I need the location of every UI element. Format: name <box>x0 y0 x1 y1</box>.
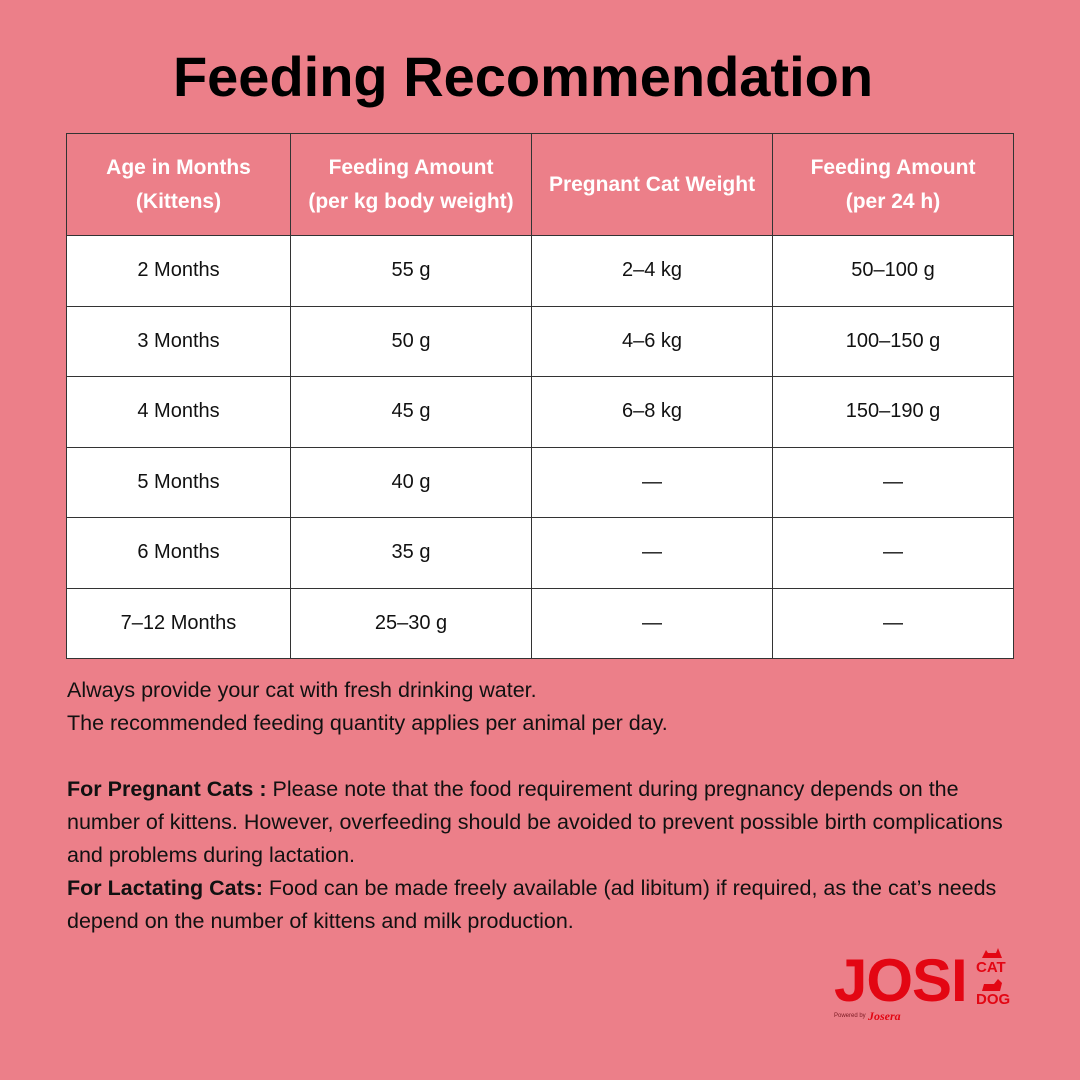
note-line: Always provide your cat with fresh drink… <box>67 678 537 702</box>
table-cell: 100–150 g <box>772 305 1014 377</box>
table-cell: 50–100 g <box>772 235 1014 307</box>
cat-icon <box>982 948 1002 958</box>
table-cell: 3 Months <box>66 305 291 377</box>
header-text: (per 24 h) <box>845 189 941 213</box>
table-cell: 5 Months <box>66 446 291 518</box>
table-cell: 45 g <box>290 376 532 448</box>
table-cell: 6 Months <box>66 517 291 589</box>
note-label: For Lactating Cats: <box>67 876 263 900</box>
note-pregnant: For Pregnant Cats : Please note that the… <box>67 773 1017 872</box>
table-cell: 150–190 g <box>772 376 1014 448</box>
title: Feeding Recommendation <box>172 45 874 108</box>
logo: JOSI CAT DOG Powered by Josera <box>834 945 1014 1025</box>
table: Age in Months (Kittens) Feeding Amount (per… <box>66 133 1014 659</box>
header-text: Age in Months <box>106 155 251 179</box>
note-lactating: For Lactating Cats: Food can be made fre… <box>67 872 1017 938</box>
note-line: The recommended feeding quantity applies… <box>67 711 668 735</box>
header-text: Feeding Amount <box>810 155 976 179</box>
logo-maker: Josera <box>868 1009 901 1023</box>
logo-brand: JOSI <box>834 947 968 1014</box>
logo-dog: DOG <box>976 991 1011 1008</box>
header-cell: Age in Months (Kittens) <box>66 133 291 236</box>
table-cell: 2–4 kg <box>531 235 773 307</box>
table-cell: 40 g <box>290 446 532 518</box>
table-cell: 25–30 g <box>290 587 532 659</box>
table-cell: — <box>772 517 1014 589</box>
table-cell: — <box>531 446 773 518</box>
header-text: (per kg body weight) <box>308 189 514 213</box>
table-cell: 2 Months <box>66 235 291 307</box>
logo-powered: Powered by <box>834 1013 866 1019</box>
header-text: Feeding Amount <box>328 155 494 179</box>
table-cell: 35 g <box>290 517 532 589</box>
header-cell: Feeding Amount (per 24 h) <box>772 133 1014 236</box>
logo-cat: CAT <box>976 959 1006 976</box>
table-cell: 50 g <box>290 305 532 377</box>
table-cell: 6–8 kg <box>531 376 773 448</box>
note-label: For Pregnant Cats : <box>67 777 267 801</box>
note-text: Food can be made freely available (ad li… <box>67 876 997 933</box>
table-cell: 55 g <box>290 235 532 307</box>
table-cell: 4 Months <box>66 376 291 448</box>
header-cell: Feeding Amount (per kg body weight) <box>290 133 532 236</box>
header-text: (Kittens) <box>135 189 222 213</box>
header-text: Pregnant Cat Weight <box>548 172 756 196</box>
table-cell: 7–12 Months <box>66 587 291 659</box>
table-cell: — <box>772 587 1014 659</box>
notes: Always provide your cat with fresh drink… <box>67 674 1017 938</box>
header-cell: Pregnant Cat Weight <box>531 133 773 236</box>
table-cell: — <box>772 446 1014 518</box>
table-cell: — <box>531 587 773 659</box>
dog-icon <box>982 979 1002 991</box>
note-text: Please note that the food requirement du… <box>67 777 1003 867</box>
spacer <box>67 740 1017 773</box>
table-cell: — <box>531 517 773 589</box>
table-cell: 4–6 kg <box>531 305 773 377</box>
